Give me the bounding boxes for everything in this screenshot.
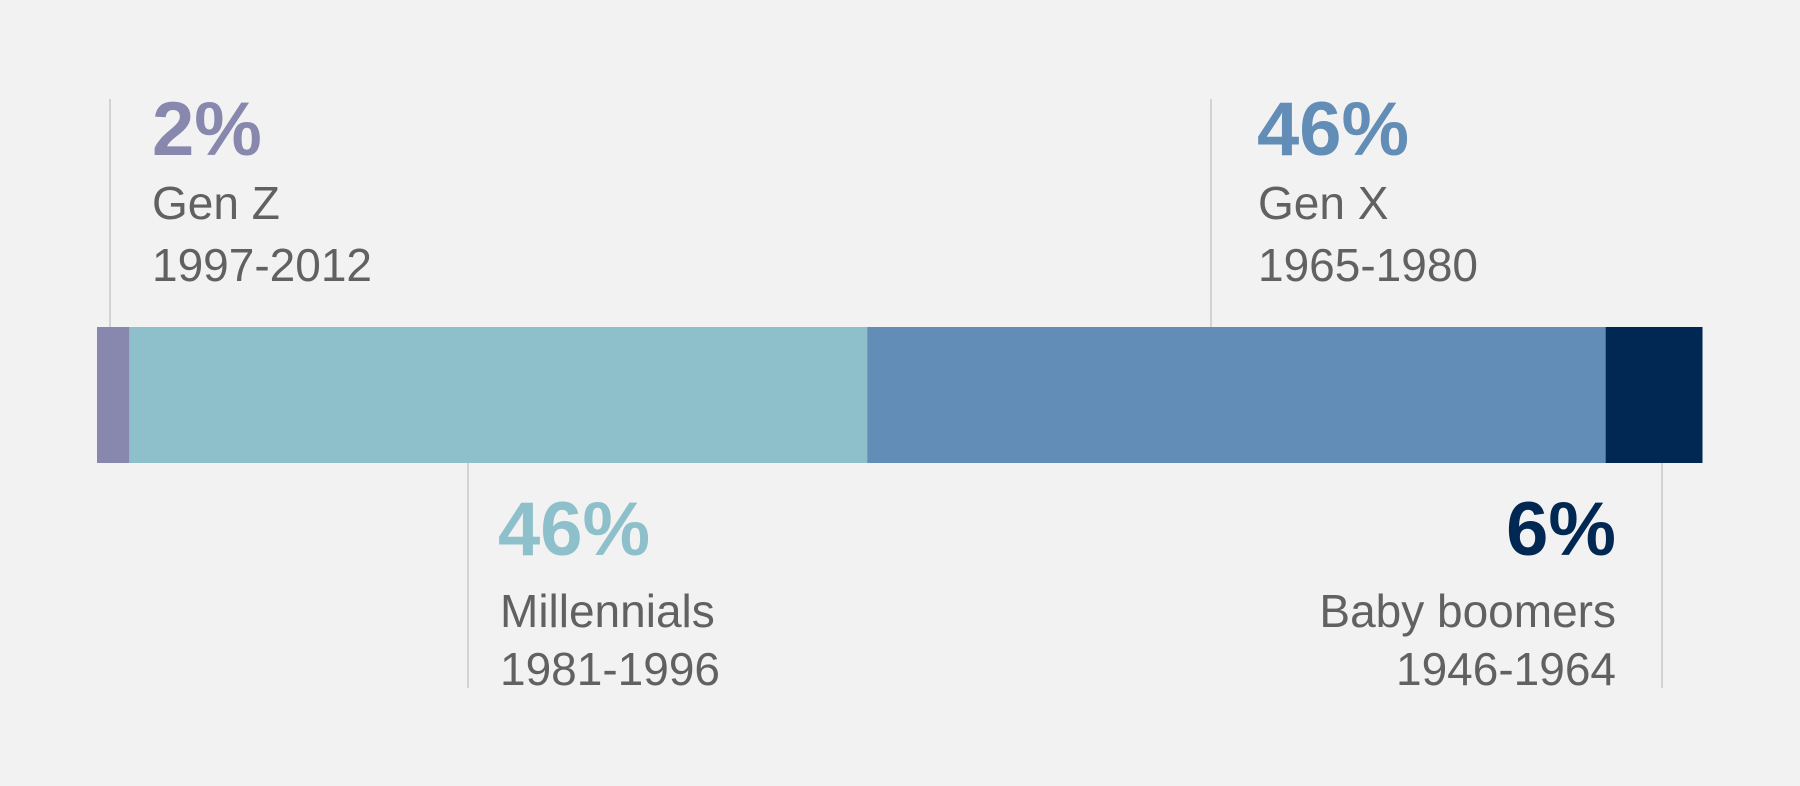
gen-x-years: 1965-1980 [1258, 239, 1478, 291]
baby-boomers-percent: 6% [1506, 487, 1616, 572]
gen-x-percent: 46% [1257, 87, 1409, 172]
baby-boomers-years: 1946-1964 [1396, 643, 1616, 695]
stacked-bar [97, 327, 1703, 463]
bar-segment-baby-boomers [1605, 327, 1703, 463]
bar-segment-gen-z [97, 327, 130, 463]
gen-x-label: Gen X [1258, 177, 1388, 229]
gen-z-label: Gen Z [152, 177, 280, 229]
millennials-years: 1981-1996 [500, 643, 720, 695]
millennials-percent: 46% [498, 487, 650, 572]
millennials-label: Millennials [500, 585, 715, 637]
baby-boomers-label: Baby boomers [1319, 585, 1616, 637]
bar-segment-millennials [129, 327, 868, 463]
gen-z-percent: 2% [152, 87, 262, 172]
gen-z-years: 1997-2012 [152, 239, 372, 291]
bar-segment-gen-x [867, 327, 1607, 463]
